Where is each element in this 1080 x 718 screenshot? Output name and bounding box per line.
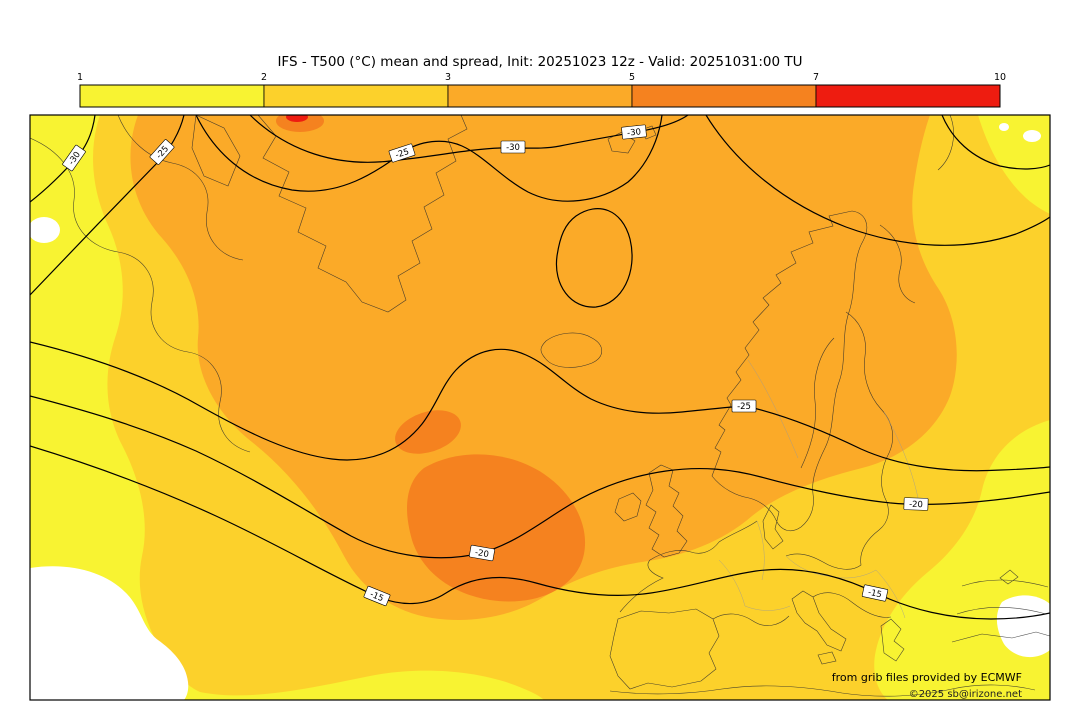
contour-label: -20 [903, 497, 929, 511]
contour-label: -25 [731, 399, 757, 413]
contour-label-text: -20 [909, 500, 923, 510]
spread-region-darkorange-secondary [395, 410, 461, 454]
contour-label: -15 [861, 584, 889, 602]
map-frame [29, 114, 1051, 701]
colorbar-tick-label: 1 [77, 72, 83, 83]
contour-labels: -30 -25 -25 -30 -30 -25 [62, 124, 929, 607]
contour-label-text: -30 [506, 143, 520, 153]
colorbar-tick-label: 2 [261, 72, 267, 83]
colorbar-tick-label: 7 [813, 72, 819, 83]
colorbar-segment [631, 84, 817, 108]
spread-colorbar: 1 2 3 5 7 10 [77, 72, 1006, 108]
coastline-europe [609, 210, 1050, 697]
coastline-north-america [30, 115, 468, 453]
spread-region-white-topright-a [1023, 130, 1041, 142]
contour-label-text: -15 [368, 590, 385, 604]
colorbar-frame [79, 84, 1001, 108]
contour-label-box [903, 497, 929, 511]
contour-label: -20 [468, 544, 496, 562]
spread-region-orange-main [130, 115, 957, 620]
contour-label-text: -25 [737, 402, 751, 412]
colorbar-segment [79, 84, 265, 108]
spread-region-white-bottomleft [30, 566, 189, 700]
country-borders [718, 359, 919, 619]
colorbar-tick-label: 5 [629, 72, 635, 83]
contour-label-box [621, 124, 647, 140]
contour-label-box [861, 584, 889, 602]
contour-label-box [388, 143, 416, 163]
colorbar-segment [815, 84, 1001, 108]
contour-label: -25 [388, 143, 416, 163]
spread-region-white-topleft [30, 217, 60, 243]
copyright-text: ©2025 sb@irizone.net [909, 689, 1022, 700]
contour-label: -15 [363, 585, 391, 607]
colorbar-tick-label: 10 [994, 72, 1006, 83]
contour-label-box [363, 585, 391, 607]
spread-region-darkorange-core [407, 454, 586, 602]
contour-label-text: -20 [474, 548, 489, 560]
colorbar-tick-label: 3 [445, 72, 451, 83]
contour-label-text: -25 [394, 147, 410, 161]
contour-label-box [149, 139, 175, 165]
coastline-atlantic-islands [540, 115, 954, 368]
contour-label-box [468, 544, 496, 562]
coastlines [30, 115, 1050, 697]
colorbar-segment [263, 84, 449, 108]
map-canvas: -30 -25 -25 -30 -30 -25 [30, 115, 1050, 700]
attribution-text: from grib files provided by ECMWF [832, 671, 1022, 684]
contour-label-text: -15 [867, 588, 883, 601]
contour-label: -30 [621, 124, 647, 140]
contour-label-box [731, 399, 757, 413]
contour-label-box [62, 144, 86, 172]
spread-region-white-topright-b [999, 123, 1009, 131]
contour-label-text: -30 [627, 127, 642, 138]
colorbar-segment [447, 84, 633, 108]
contour-label: -30 [500, 140, 526, 154]
contour-label-box [500, 140, 526, 154]
spread-region-white-right [996, 595, 1050, 658]
spread-region-red-top [286, 115, 308, 122]
page-title: IFS - T500 (°C) mean and spread, Init: 2… [277, 54, 802, 70]
